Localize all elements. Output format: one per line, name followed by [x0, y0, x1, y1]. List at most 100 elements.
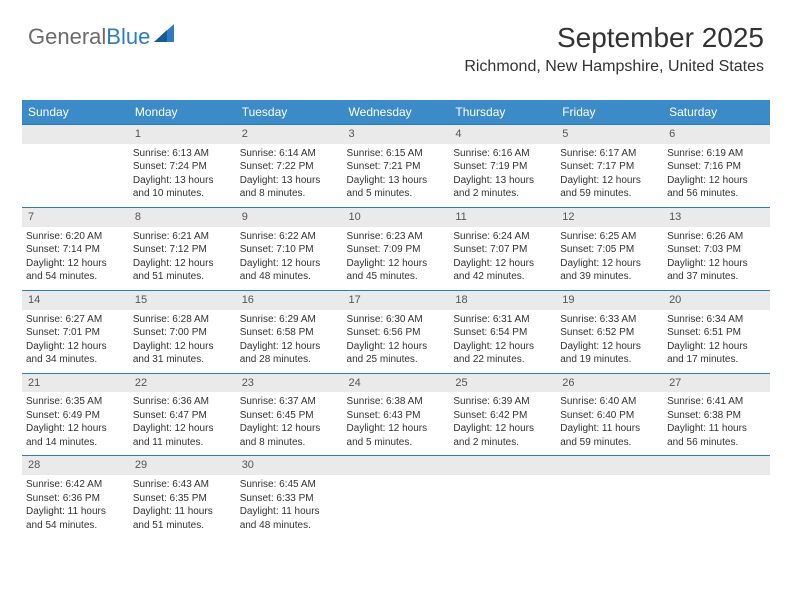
sunrise-text: Sunrise: 6:16 AM [453, 147, 552, 161]
sunset-text: Sunset: 7:14 PM [26, 243, 125, 257]
sunset-text: Sunset: 6:45 PM [240, 409, 339, 423]
day-cell: Sunrise: 6:20 AMSunset: 7:14 PMDaylight:… [22, 227, 129, 291]
sunset-text: Sunset: 7:19 PM [453, 160, 552, 174]
day-cell: Sunrise: 6:33 AMSunset: 6:52 PMDaylight:… [556, 310, 663, 374]
day-cell [556, 475, 663, 538]
sunset-text: Sunset: 7:12 PM [133, 243, 232, 257]
day-number: 9 [236, 207, 343, 226]
weekday-header: Thursday [449, 100, 556, 125]
day-number: 2 [236, 125, 343, 144]
day-number: 14 [22, 290, 129, 309]
sunrise-text: Sunrise: 6:39 AM [453, 395, 552, 409]
sunset-text: Sunset: 7:10 PM [240, 243, 339, 257]
sunset-text: Sunset: 7:07 PM [453, 243, 552, 257]
day-cell: Sunrise: 6:25 AMSunset: 7:05 PMDaylight:… [556, 227, 663, 291]
day-data-row: Sunrise: 6:27 AMSunset: 7:01 PMDaylight:… [22, 310, 770, 374]
daylight-text: Daylight: 12 hours and 56 minutes. [667, 174, 766, 201]
weekday-header: Monday [129, 100, 236, 125]
sunrise-text: Sunrise: 6:28 AM [133, 313, 232, 327]
sunset-text: Sunset: 7:03 PM [667, 243, 766, 257]
daylight-text: Daylight: 13 hours and 8 minutes. [240, 174, 339, 201]
daylight-text: Daylight: 12 hours and 45 minutes. [347, 257, 446, 284]
sunset-text: Sunset: 6:35 PM [133, 492, 232, 506]
day-number: 21 [22, 373, 129, 392]
day-number: 16 [236, 290, 343, 309]
day-cell: Sunrise: 6:17 AMSunset: 7:17 PMDaylight:… [556, 144, 663, 208]
daylight-text: Daylight: 12 hours and 17 minutes. [667, 340, 766, 367]
day-cell: Sunrise: 6:39 AMSunset: 6:42 PMDaylight:… [449, 392, 556, 456]
day-number: 26 [556, 373, 663, 392]
day-cell: Sunrise: 6:14 AMSunset: 7:22 PMDaylight:… [236, 144, 343, 208]
sunset-text: Sunset: 7:09 PM [347, 243, 446, 257]
day-number-row: 14151617181920 [22, 290, 770, 309]
day-cell: Sunrise: 6:29 AMSunset: 6:58 PMDaylight:… [236, 310, 343, 374]
sunrise-text: Sunrise: 6:22 AM [240, 230, 339, 244]
logo-text-1: General [28, 24, 106, 50]
day-cell: Sunrise: 6:30 AMSunset: 6:56 PMDaylight:… [343, 310, 450, 374]
day-number: 24 [343, 373, 450, 392]
sunset-text: Sunset: 7:00 PM [133, 326, 232, 340]
day-cell: Sunrise: 6:28 AMSunset: 7:00 PMDaylight:… [129, 310, 236, 374]
sunrise-text: Sunrise: 6:27 AM [26, 313, 125, 327]
month-title: September 2025 [464, 22, 764, 54]
daylight-text: Daylight: 12 hours and 54 minutes. [26, 257, 125, 284]
day-cell: Sunrise: 6:27 AMSunset: 7:01 PMDaylight:… [22, 310, 129, 374]
day-number: 17 [343, 290, 450, 309]
day-number: 8 [129, 207, 236, 226]
daylight-text: Daylight: 12 hours and 34 minutes. [26, 340, 125, 367]
day-number: 4 [449, 125, 556, 144]
daylight-text: Daylight: 13 hours and 10 minutes. [133, 174, 232, 201]
sunset-text: Sunset: 6:56 PM [347, 326, 446, 340]
daylight-text: Daylight: 11 hours and 54 minutes. [26, 505, 125, 532]
sunrise-text: Sunrise: 6:43 AM [133, 478, 232, 492]
sunset-text: Sunset: 7:01 PM [26, 326, 125, 340]
daylight-text: Daylight: 11 hours and 48 minutes. [240, 505, 339, 532]
sunset-text: Sunset: 6:47 PM [133, 409, 232, 423]
sunset-text: Sunset: 7:17 PM [560, 160, 659, 174]
sunset-text: Sunset: 6:58 PM [240, 326, 339, 340]
day-cell: Sunrise: 6:36 AMSunset: 6:47 PMDaylight:… [129, 392, 236, 456]
sunset-text: Sunset: 6:49 PM [26, 409, 125, 423]
day-data-row: Sunrise: 6:35 AMSunset: 6:49 PMDaylight:… [22, 392, 770, 456]
day-cell: Sunrise: 6:38 AMSunset: 6:43 PMDaylight:… [343, 392, 450, 456]
day-cell: Sunrise: 6:40 AMSunset: 6:40 PMDaylight:… [556, 392, 663, 456]
day-number: 1 [129, 125, 236, 144]
sunset-text: Sunset: 7:16 PM [667, 160, 766, 174]
day-cell: Sunrise: 6:45 AMSunset: 6:33 PMDaylight:… [236, 475, 343, 538]
day-number: 18 [449, 290, 556, 309]
day-number: 6 [663, 125, 770, 144]
day-cell: Sunrise: 6:31 AMSunset: 6:54 PMDaylight:… [449, 310, 556, 374]
sunrise-text: Sunrise: 6:37 AM [240, 395, 339, 409]
day-cell: Sunrise: 6:24 AMSunset: 7:07 PMDaylight:… [449, 227, 556, 291]
weekday-header: Tuesday [236, 100, 343, 125]
sunrise-text: Sunrise: 6:41 AM [667, 395, 766, 409]
day-number-row: 123456 [22, 125, 770, 144]
sunrise-text: Sunrise: 6:36 AM [133, 395, 232, 409]
day-data-row: Sunrise: 6:20 AMSunset: 7:14 PMDaylight:… [22, 227, 770, 291]
day-cell: Sunrise: 6:21 AMSunset: 7:12 PMDaylight:… [129, 227, 236, 291]
sunrise-text: Sunrise: 6:17 AM [560, 147, 659, 161]
daylight-text: Daylight: 12 hours and 2 minutes. [453, 422, 552, 449]
day-cell: Sunrise: 6:16 AMSunset: 7:19 PMDaylight:… [449, 144, 556, 208]
day-number: 7 [22, 207, 129, 226]
daylight-text: Daylight: 11 hours and 51 minutes. [133, 505, 232, 532]
sunrise-text: Sunrise: 6:38 AM [347, 395, 446, 409]
daylight-text: Daylight: 12 hours and 48 minutes. [240, 257, 339, 284]
sunrise-text: Sunrise: 6:23 AM [347, 230, 446, 244]
day-number: 30 [236, 456, 343, 475]
sunrise-text: Sunrise: 6:29 AM [240, 313, 339, 327]
sunrise-text: Sunrise: 6:31 AM [453, 313, 552, 327]
weekday-header: Sunday [22, 100, 129, 125]
sunrise-text: Sunrise: 6:45 AM [240, 478, 339, 492]
sunrise-text: Sunrise: 6:21 AM [133, 230, 232, 244]
day-cell [449, 475, 556, 538]
sunset-text: Sunset: 7:24 PM [133, 160, 232, 174]
day-number: 20 [663, 290, 770, 309]
sunrise-text: Sunrise: 6:24 AM [453, 230, 552, 244]
sunset-text: Sunset: 6:54 PM [453, 326, 552, 340]
day-cell [663, 475, 770, 538]
sunrise-text: Sunrise: 6:19 AM [667, 147, 766, 161]
day-cell: Sunrise: 6:22 AMSunset: 7:10 PMDaylight:… [236, 227, 343, 291]
sunrise-text: Sunrise: 6:26 AM [667, 230, 766, 244]
day-number: 22 [129, 373, 236, 392]
